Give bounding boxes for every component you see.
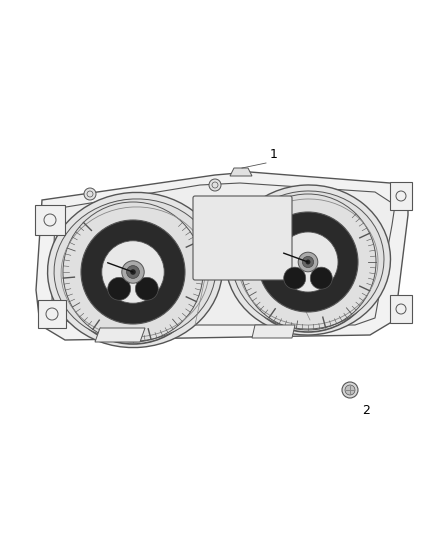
Text: 1: 1 [270, 149, 278, 161]
Ellipse shape [226, 185, 391, 335]
Circle shape [81, 220, 185, 324]
Ellipse shape [54, 199, 216, 341]
Circle shape [298, 252, 318, 272]
Circle shape [302, 256, 314, 268]
Text: 2: 2 [362, 403, 370, 416]
Circle shape [122, 261, 144, 283]
FancyBboxPatch shape [193, 196, 292, 280]
Circle shape [310, 267, 332, 289]
Circle shape [258, 212, 358, 312]
Circle shape [342, 382, 358, 398]
Circle shape [306, 260, 311, 264]
Ellipse shape [48, 192, 223, 348]
Circle shape [102, 241, 164, 303]
FancyBboxPatch shape [390, 182, 412, 210]
Polygon shape [52, 183, 395, 325]
FancyBboxPatch shape [390, 295, 412, 323]
FancyBboxPatch shape [38, 300, 66, 328]
Circle shape [238, 192, 378, 332]
Circle shape [108, 277, 131, 300]
Circle shape [284, 267, 306, 289]
Circle shape [278, 232, 338, 292]
Circle shape [130, 269, 136, 275]
Polygon shape [230, 168, 252, 176]
FancyBboxPatch shape [35, 205, 65, 235]
Circle shape [135, 277, 158, 300]
Circle shape [127, 265, 139, 278]
Circle shape [61, 200, 205, 344]
Circle shape [209, 179, 221, 191]
Ellipse shape [232, 191, 384, 329]
Polygon shape [95, 328, 145, 342]
Polygon shape [36, 172, 408, 340]
Circle shape [84, 188, 96, 200]
Polygon shape [252, 325, 295, 338]
Circle shape [345, 385, 355, 395]
